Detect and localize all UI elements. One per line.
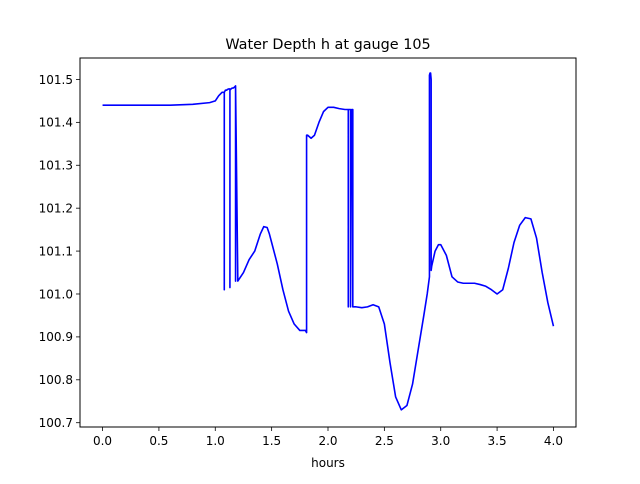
- series-layer: [102, 72, 555, 411]
- x-tick-label: 0.0: [93, 434, 112, 448]
- y-tick-label: 101.4: [39, 116, 73, 130]
- chart-title: Water Depth h at gauge 105: [225, 37, 430, 53]
- x-tick-label: 0.5: [149, 434, 168, 448]
- y-tick-label: 101.0: [39, 287, 73, 301]
- x-axis-ticks: 0.0 0.5 1.0 1.5 2.0 2.5 3.0 3.5 4.0: [93, 427, 563, 448]
- y-tick-label: 101.3: [39, 159, 73, 173]
- y-tick-label: 101.1: [39, 244, 73, 258]
- y-tick-label: 100.9: [39, 330, 73, 344]
- x-tick-label: 4.0: [544, 434, 563, 448]
- y-tick-label: 101.5: [39, 73, 73, 87]
- x-tick-label: 3.0: [431, 434, 450, 448]
- y-axis-ticks: 100.7 100.8 100.9 101.0 101.1 101.2 101.3 101.4…: [39, 73, 80, 430]
- y-tick-label: 100.8: [39, 373, 73, 387]
- plot-area-background: [80, 58, 576, 427]
- x-tick-label: 2.0: [318, 434, 337, 448]
- x-tick-label: 1.0: [206, 434, 225, 448]
- x-tick-label: 1.5: [262, 434, 281, 448]
- x-tick-label: 2.5: [375, 434, 394, 448]
- x-axis-label: hours: [311, 456, 345, 470]
- series-line-0: [102, 72, 555, 411]
- x-tick-label: 3.5: [488, 434, 507, 448]
- y-tick-label: 100.7: [39, 416, 73, 430]
- y-tick-label: 101.2: [39, 201, 73, 215]
